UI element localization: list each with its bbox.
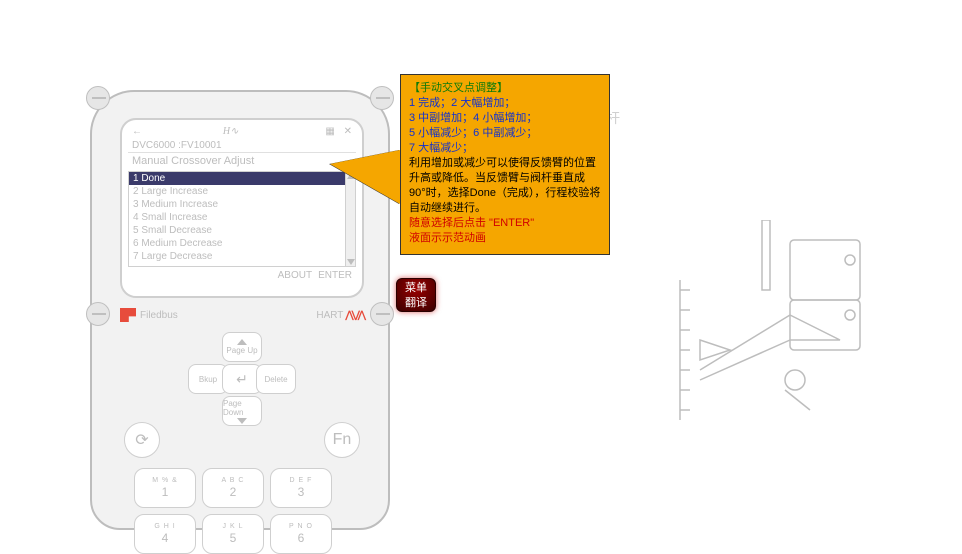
translate-label-2: 翻译 [397, 296, 435, 311]
key-1[interactable]: M % & 1 [134, 468, 196, 508]
chevron-up-icon [237, 339, 247, 345]
key-letters: P N O [289, 523, 313, 530]
list-item[interactable]: 3 Medium Increase [129, 198, 355, 211]
fn-button[interactable]: Fn [324, 422, 360, 458]
annotation-popup: 【手动交叉点调整】 1 完成；2 大幅增加； 3 中副增加；4 小幅增加； 5 … [400, 74, 610, 255]
key-number: 6 [298, 531, 305, 545]
list-item[interactable]: 2 Large Increase [129, 185, 355, 198]
screen-title: Manual Crossover Adjust [128, 153, 356, 171]
popup-hint: 随意选择后点击 "ENTER" [409, 216, 601, 231]
enter-icon: ↵ [236, 371, 248, 388]
list-item[interactable]: 4 Small Increase [129, 211, 355, 224]
popup-line: 5 小幅减少；6 中副减少； [409, 126, 601, 141]
screw-icon [370, 86, 394, 110]
key-number: 4 [162, 531, 169, 545]
keypad: M % & 1 A B C 2 D E F 3 G H I 4 J K L 5 … [134, 468, 332, 554]
key-number: 5 [230, 531, 237, 545]
hart-label: HART [316, 310, 343, 321]
key-letters: G H I [154, 523, 175, 530]
screen-footer: ABOUT ENTER [128, 267, 356, 281]
cycle-button[interactable]: ⟳ [124, 422, 160, 458]
key-letters: D E F [290, 477, 313, 484]
list-item[interactable]: 5 Small Decrease [129, 224, 355, 237]
fieldbus-label: Filedbus [140, 310, 178, 321]
list-item[interactable]: 7 Large Decrease [129, 250, 355, 263]
enter-softkey[interactable]: ENTER [318, 270, 352, 281]
fieldbus-icon [120, 308, 136, 322]
key-4[interactable]: G H I 4 [134, 514, 196, 554]
hart-wave-icon: ⋀⋁⋀ [345, 310, 364, 321]
list-item[interactable]: 6 Medium Decrease [129, 237, 355, 250]
statusbar-icons: ▦ ✕ [319, 126, 352, 137]
hart-logo: HART ⋀⋁⋀ [316, 310, 364, 321]
callout-leader [330, 150, 400, 204]
nav-pad: Page Up Bkup ↵ Delete Page Down [194, 332, 290, 428]
popup-line: 7 大幅减少； [409, 141, 601, 156]
screen-statusbar: ← H∿ ▦ ✕ [128, 126, 356, 139]
back-icon[interactable]: ← [132, 126, 142, 137]
device-screen: ← H∿ ▦ ✕ DVC6000 :FV10001 Manual Crossov… [120, 118, 364, 298]
bkup-label: Bkup [199, 375, 217, 384]
popup-hint: 液面示示范动画 [409, 231, 601, 246]
key-number: 3 [298, 485, 305, 499]
translate-button[interactable]: 菜单 翻译 [396, 278, 436, 312]
page-up-button[interactable]: Page Up [222, 332, 262, 362]
key-6[interactable]: P N O 6 [270, 514, 332, 554]
logo-row: Filedbus HART ⋀⋁⋀ [120, 308, 364, 322]
cycle-icon: ⟳ [135, 430, 148, 450]
key-letters: M % & [152, 477, 178, 484]
popup-line: 3 中副增加；4 小幅增加； [409, 111, 601, 126]
doc-icon[interactable]: ▦ [325, 126, 334, 137]
popup-body: 利用增加或减少可以使得反馈臂的位置升高或降低。当反馈臂与阀杆垂直成90°时，选择… [409, 156, 601, 216]
screw-icon [370, 302, 394, 326]
key-2[interactable]: A B C 2 [202, 468, 264, 508]
page-down-button[interactable]: Page Down [222, 396, 262, 426]
key-5[interactable]: J K L 5 [202, 514, 264, 554]
translate-label-1: 菜单 [397, 281, 435, 296]
page-up-label: Page Up [226, 346, 257, 355]
delete-button[interactable]: Delete [256, 364, 296, 394]
close-icon[interactable]: ✕ [344, 126, 352, 137]
fieldbus-logo: Filedbus [120, 308, 178, 322]
delete-label: Delete [264, 375, 287, 384]
key-number: 2 [230, 485, 237, 499]
screw-icon [86, 86, 110, 110]
screen-header: DVC6000 :FV10001 [128, 139, 356, 153]
key-letters: J K L [223, 523, 244, 530]
key-letters: A B C [222, 477, 245, 484]
key-number: 1 [162, 485, 169, 499]
hart-h-icon: H∿ [223, 126, 239, 137]
screw-icon [86, 302, 110, 326]
about-softkey[interactable]: ABOUT [278, 270, 312, 281]
key-3[interactable]: D E F 3 [270, 468, 332, 508]
actuator-sketch [640, 220, 920, 440]
chevron-down-icon [237, 418, 247, 424]
list-item[interactable]: 1 Done [129, 172, 355, 185]
screen-list[interactable]: 1 Done 2 Large Increase 3 Medium Increas… [128, 171, 356, 267]
page-down-label: Page Down [223, 399, 261, 417]
fn-label: Fn [333, 431, 352, 449]
popup-title: 【手动交叉点调整】 [409, 81, 601, 96]
popup-line: 1 完成；2 大幅增加； [409, 96, 601, 111]
